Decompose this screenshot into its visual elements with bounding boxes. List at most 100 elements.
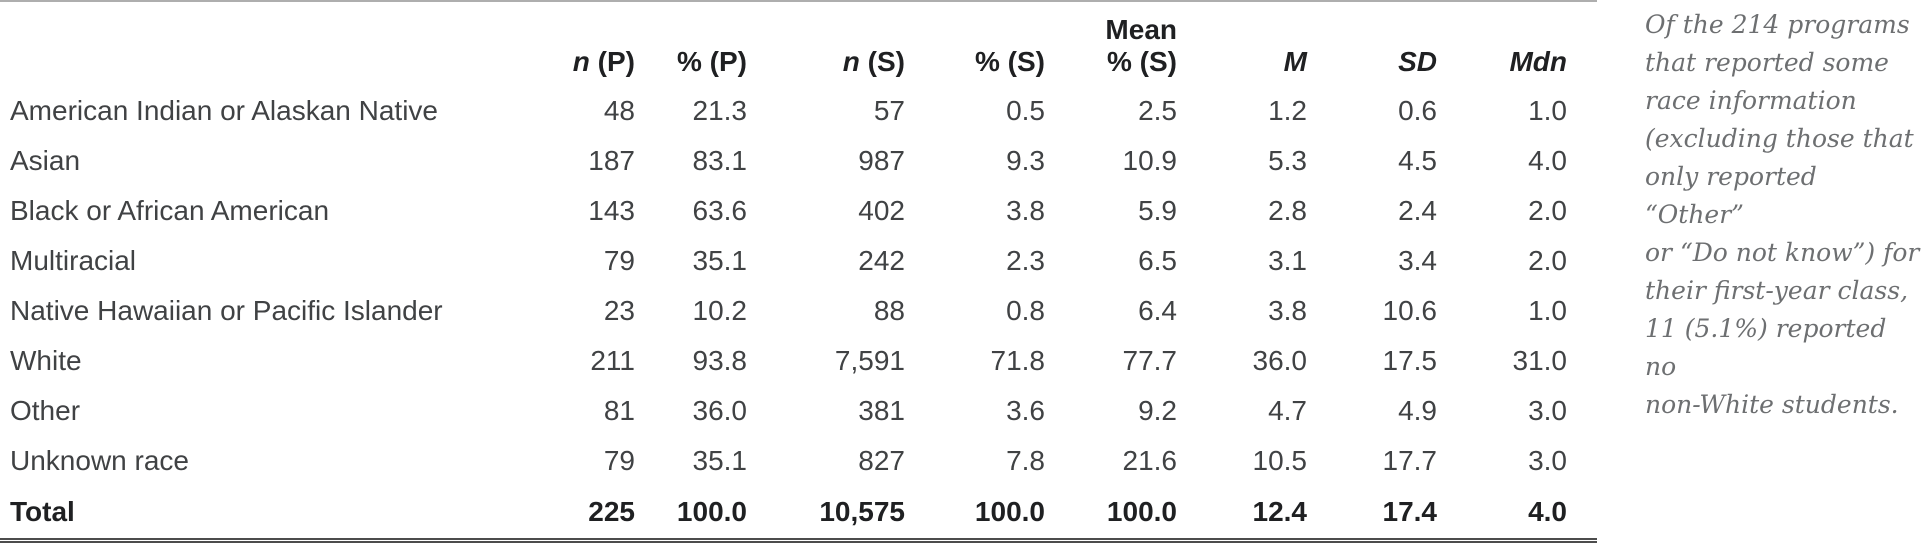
- cell-mdn: 1.0: [1528, 95, 1567, 126]
- cell-n-p: 225: [588, 496, 635, 527]
- table-row-multiracial: Multiracial 79 35.1 242 2.3 6.5 3.1 3.4 …: [0, 236, 1597, 286]
- col-header-pct-s: % (S): [905, 1, 1045, 86]
- margin-note-line: or “Do not know”) for: [1645, 238, 1920, 267]
- col-header-n-p-italic: n: [572, 46, 590, 77]
- cell-pct-p: 63.6: [692, 195, 748, 226]
- row-label: Other: [10, 395, 81, 426]
- cell-mdn: 3.0: [1528, 445, 1567, 476]
- margin-note-line: Of the 214 programs: [1645, 10, 1910, 39]
- table-row-unknown-race: Unknown race 79 35.1 827 7.8 21.6 10.5 1…: [0, 436, 1597, 486]
- cell-n-s: 10,575: [819, 496, 905, 527]
- col-header-pct-s-text: % (S): [975, 46, 1045, 77]
- cell-mean-pct-s: 21.6: [1122, 445, 1178, 476]
- table-row-asian: Asian 187 83.1 987 9.3 10.9 5.3 4.5 4.0: [0, 136, 1597, 186]
- cell-mean-pct-s: 2.5: [1138, 95, 1177, 126]
- cell-pct-s: 7.8: [1006, 445, 1045, 476]
- cell-mean-pct-s: 6.4: [1138, 295, 1177, 326]
- cell-pct-s: 100.0: [974, 496, 1045, 527]
- cell-n-s: 987: [858, 145, 905, 176]
- row-label: American Indian or Alaskan Native: [10, 95, 438, 126]
- cell-m: 3.8: [1268, 295, 1307, 326]
- cell-n-s: 242: [858, 245, 905, 276]
- cell-n-s: 88: [873, 295, 905, 326]
- margin-note-line: (excluding those that: [1645, 124, 1914, 153]
- col-header-n-s: n (S): [747, 1, 905, 86]
- cell-sd: 4.5: [1398, 145, 1437, 176]
- row-label: Native Hawaiian or Pacific Islander: [10, 295, 443, 326]
- race-statistics-table: n (P) % (P) n (S) % (S) Mean % (S) M SD …: [0, 0, 1597, 543]
- cell-pct-s: 71.8: [990, 345, 1046, 376]
- col-header-sd-italic: SD: [1398, 46, 1437, 77]
- table-row-black: Black or African American 143 63.6 402 3…: [0, 186, 1597, 236]
- margin-note-line: race information: [1645, 86, 1857, 115]
- row-label: Multiracial: [10, 245, 137, 276]
- table-row-american-indian: American Indian or Alaskan Native 48 21.…: [0, 86, 1597, 136]
- margin-note-line: their first-year class,: [1645, 276, 1909, 305]
- margin-note-line: that reported some: [1645, 48, 1889, 77]
- cell-mean-pct-s: 5.9: [1138, 195, 1177, 226]
- cell-m: 5.3: [1268, 145, 1307, 176]
- col-header-mean-pct-s: Mean % (S): [1045, 1, 1177, 86]
- cell-n-p: 23: [603, 295, 635, 326]
- col-header-n-s-rest: (S): [859, 46, 905, 77]
- cell-n-s: 381: [858, 395, 905, 426]
- cell-pct-p: 100.0: [676, 496, 747, 527]
- cell-pct-p: 83.1: [692, 145, 748, 176]
- cell-n-s: 57: [873, 95, 905, 126]
- cell-sd: 0.6: [1398, 95, 1437, 126]
- col-header-m: M: [1177, 1, 1307, 86]
- col-header-n-p: n (P): [460, 1, 635, 86]
- cell-pct-s: 0.5: [1006, 95, 1045, 126]
- cell-n-s: 402: [858, 195, 905, 226]
- cell-mean-pct-s: 6.5: [1138, 245, 1177, 276]
- total-label: Total: [10, 496, 75, 527]
- col-header-mean-line1: Mean: [1105, 14, 1177, 45]
- margin-note: Of the 214 programs that reported some r…: [1645, 6, 1920, 424]
- cell-pct-p: 10.2: [692, 295, 748, 326]
- cell-pct-s: 2.3: [1006, 245, 1045, 276]
- col-header-pct-p: % (P): [635, 1, 747, 86]
- cell-m: 1.2: [1268, 95, 1307, 126]
- cell-pct-p: 35.1: [692, 245, 748, 276]
- cell-m: 3.1: [1268, 245, 1307, 276]
- cell-n-p: 81: [603, 395, 635, 426]
- table-row-white: White 211 93.8 7,591 71.8 77.7 36.0 17.5…: [0, 336, 1597, 386]
- cell-pct-s: 9.3: [1006, 145, 1045, 176]
- cell-n-s: 827: [858, 445, 905, 476]
- cell-sd: 2.4: [1398, 195, 1437, 226]
- cell-sd: 17.4: [1382, 496, 1438, 527]
- col-header-race: [0, 1, 460, 86]
- cell-pct-s: 3.6: [1006, 395, 1045, 426]
- col-header-sd: SD: [1307, 1, 1437, 86]
- margin-note-line: non-White students.: [1645, 390, 1899, 419]
- cell-pct-s: 3.8: [1006, 195, 1045, 226]
- cell-mdn: 4.0: [1528, 145, 1567, 176]
- cell-mean-pct-s: 100.0: [1106, 496, 1177, 527]
- race-statistics-table-wrap: n (P) % (P) n (S) % (S) Mean % (S) M SD …: [0, 0, 1597, 543]
- cell-m: 2.8: [1268, 195, 1307, 226]
- header-row: n (P) % (P) n (S) % (S) Mean % (S) M SD …: [0, 1, 1597, 86]
- cell-sd: 17.5: [1382, 345, 1438, 376]
- cell-mdn: 3.0: [1528, 395, 1567, 426]
- row-label: Asian: [10, 145, 81, 176]
- cell-pct-p: 36.0: [692, 395, 748, 426]
- table-row-total: Total 225 100.0 10,575 100.0 100.0 12.4 …: [0, 486, 1597, 541]
- cell-m: 4.7: [1268, 395, 1307, 426]
- table-row-other: Other 81 36.0 381 3.6 9.2 4.7 4.9 3.0: [0, 386, 1597, 436]
- cell-pct-s: 0.8: [1006, 295, 1045, 326]
- col-header-pct-p-text: % (P): [677, 46, 747, 77]
- cell-sd: 10.6: [1382, 295, 1438, 326]
- row-label: Black or African American: [10, 195, 330, 226]
- col-header-mdn: Mdn: [1437, 1, 1597, 86]
- cell-n-p: 143: [588, 195, 635, 226]
- cell-n-s: 7,591: [834, 345, 905, 376]
- col-header-mdn-italic: Mdn: [1509, 46, 1567, 77]
- col-header-n-s-italic: n: [842, 46, 860, 77]
- cell-m: 10.5: [1252, 445, 1308, 476]
- cell-n-p: 79: [603, 245, 635, 276]
- col-header-m-italic: M: [1283, 46, 1307, 77]
- cell-mean-pct-s: 77.7: [1122, 345, 1178, 376]
- cell-sd: 3.4: [1398, 245, 1437, 276]
- cell-mean-pct-s: 10.9: [1122, 145, 1178, 176]
- col-header-n-p-rest: (P): [589, 46, 635, 77]
